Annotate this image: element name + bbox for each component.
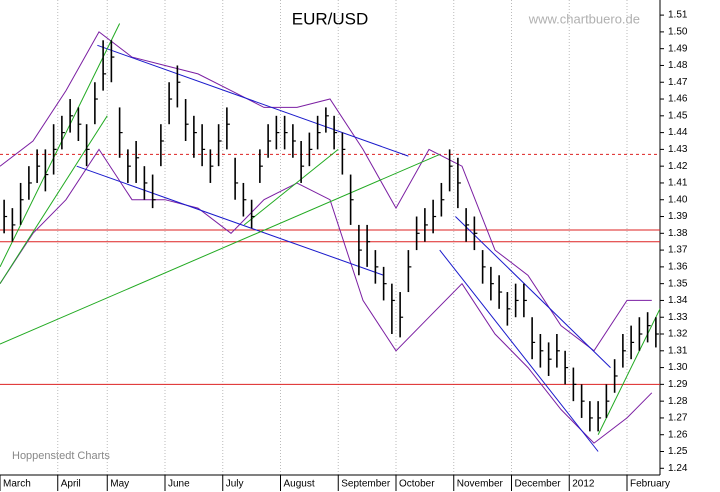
y-tick-label: 1.26 xyxy=(668,429,688,440)
trendline xyxy=(0,115,108,284)
y-tick-label: 1.30 xyxy=(668,362,688,373)
band-lower xyxy=(0,148,653,444)
x-tick-label: 2012 xyxy=(572,479,595,490)
y-tick-label: 1.49 xyxy=(668,43,688,54)
y-tick-label: 1.32 xyxy=(668,329,688,340)
y-tick-label: 1.28 xyxy=(668,396,688,407)
x-tick-label: March xyxy=(3,479,31,490)
chart-title: EUR/USD xyxy=(292,9,369,28)
y-tick-label: 1.24 xyxy=(668,463,688,474)
y-tick-label: 1.34 xyxy=(668,295,688,306)
y-tick-label: 1.25 xyxy=(668,446,688,457)
y-tick-label: 1.27 xyxy=(668,413,688,424)
x-tick-label: December xyxy=(515,479,562,490)
y-tick-label: 1.40 xyxy=(668,194,688,205)
trendline xyxy=(0,23,121,268)
trendline xyxy=(597,308,661,435)
y-tick-label: 1.46 xyxy=(668,94,688,105)
x-tick-label: June xyxy=(168,479,190,490)
source-label: Hoppenstedt Charts xyxy=(12,450,110,462)
y-tick-label: 1.48 xyxy=(668,60,688,71)
y-tick-label: 1.42 xyxy=(668,161,688,172)
y-tick-label: 1.35 xyxy=(668,278,688,289)
x-tick-label: May xyxy=(110,479,129,490)
y-tick-label: 1.29 xyxy=(668,379,688,390)
x-tick-label: July xyxy=(226,479,244,490)
trendline xyxy=(0,153,440,345)
y-tick-label: 1.36 xyxy=(668,262,688,273)
x-tick-label: September xyxy=(341,479,391,490)
x-tick-label: October xyxy=(399,479,435,490)
watermark: www.chartbuero.de xyxy=(528,11,640,26)
trendline xyxy=(76,165,384,276)
y-tick-label: 1.45 xyxy=(668,110,688,121)
y-tick-label: 1.51 xyxy=(668,10,688,21)
y-tick-label: 1.39 xyxy=(668,211,688,222)
trendline xyxy=(455,216,611,368)
trendline xyxy=(243,148,339,226)
y-tick-label: 1.31 xyxy=(668,345,688,356)
y-tick-label: 1.33 xyxy=(668,312,688,323)
y-tick-label: 1.47 xyxy=(668,77,688,88)
trendline xyxy=(439,249,599,452)
x-tick-label: November xyxy=(457,479,504,490)
y-tick-label: 1.37 xyxy=(668,245,688,256)
y-tick-label: 1.50 xyxy=(668,27,688,38)
y-tick-label: 1.41 xyxy=(668,178,688,189)
x-tick-label: April xyxy=(61,479,81,490)
x-tick-label: February xyxy=(630,479,670,490)
y-tick-label: 1.43 xyxy=(668,144,688,155)
trendline xyxy=(97,44,409,157)
x-tick-label: August xyxy=(284,479,315,490)
y-tick-label: 1.44 xyxy=(668,127,688,138)
y-tick-label: 1.38 xyxy=(668,228,688,239)
